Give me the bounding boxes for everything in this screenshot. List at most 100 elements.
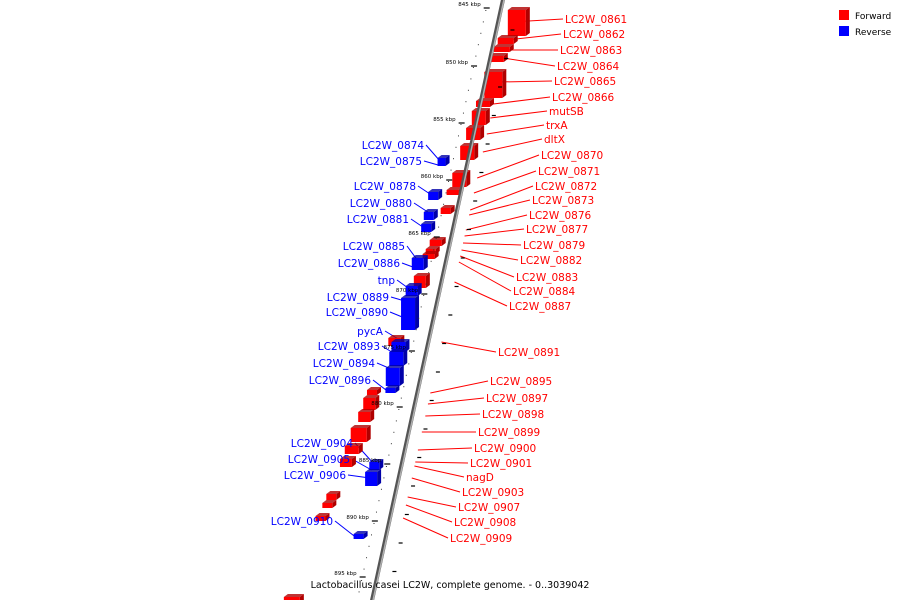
forward-gene-block xyxy=(489,53,508,62)
minor-tick xyxy=(425,283,427,285)
leader-line xyxy=(414,465,465,478)
kbp-tick-label: 875 kbp xyxy=(383,345,406,351)
forward-gene-block xyxy=(322,500,337,508)
minor-tick xyxy=(448,181,450,182)
minor-tick xyxy=(477,44,479,46)
reverse-gene-block xyxy=(423,209,438,220)
forward-gene-label: LC2W_0909 xyxy=(450,533,512,545)
forward-gene-label: LC2W_0882 xyxy=(520,255,582,267)
leader-line xyxy=(334,520,358,539)
leader-line xyxy=(463,242,522,246)
forward-gene-label: LC2W_0873 xyxy=(532,195,594,207)
forward-gene-label: LC2W_0883 xyxy=(516,272,578,284)
leader-line xyxy=(413,202,429,213)
forward-gene-block xyxy=(358,409,375,422)
reverse-gene-block xyxy=(365,469,382,486)
minor-tick xyxy=(450,169,452,171)
kbp-tick-label: 855 kbp xyxy=(433,117,456,123)
reverse-gene-label: LC2W_0874 xyxy=(362,140,425,152)
reverse-gene-label: LC2W_0893 xyxy=(318,341,380,353)
leader-line xyxy=(482,138,543,153)
minor-tick xyxy=(378,500,380,502)
minor-tick xyxy=(380,488,382,490)
forward-gene-label: LC2W_0891 xyxy=(498,347,560,359)
minor-tick xyxy=(455,146,457,148)
forward-gene-label: LC2W_0897 xyxy=(486,393,548,405)
minor-tick xyxy=(475,55,477,57)
minor-tick xyxy=(390,443,392,445)
minor-tick xyxy=(438,226,440,228)
minor-tick xyxy=(435,238,437,239)
forward-gene-label: LC2W_0865 xyxy=(554,76,616,88)
leader-line xyxy=(405,504,453,523)
reverse-gene-block xyxy=(428,189,443,200)
forward-gene-label: LC2W_0895 xyxy=(490,376,552,388)
minor-tick xyxy=(400,397,402,399)
forward-gene-block xyxy=(315,513,330,521)
reverse-gene-label: LC2W_0878 xyxy=(354,181,416,193)
minor-tick xyxy=(398,409,400,410)
kbp-ticks: 845 kbp 850 kbp 855 kbp 860 kbp 865 kbp 870 k… xyxy=(334,2,515,593)
forward-gene-block xyxy=(507,7,530,36)
reverse-gene-block xyxy=(353,531,368,539)
forward-gene-label: LC2W_0898 xyxy=(482,409,544,421)
leader-line xyxy=(425,144,440,161)
minor-tick xyxy=(420,306,422,308)
minor-tick xyxy=(415,329,417,331)
forward-gene-block xyxy=(339,456,356,467)
leader-line xyxy=(469,199,531,216)
minor-tick xyxy=(366,557,368,559)
reverse-gene-block xyxy=(385,365,404,386)
minor-tick xyxy=(462,112,464,114)
forward-gene-block xyxy=(493,44,514,52)
minor-tick xyxy=(440,215,442,217)
reverse-gene-block xyxy=(385,385,400,393)
reverse-gene-label: tnp xyxy=(378,275,396,287)
leader-line xyxy=(470,185,534,211)
forward-gene-block xyxy=(283,594,304,600)
forward-gene-label: LC2W_0908 xyxy=(454,517,516,529)
leader-line xyxy=(425,413,481,417)
genome-caption: Lactobacillus casei LC2W, complete genom… xyxy=(311,580,590,591)
legend-reverse-label: Reverse xyxy=(855,28,892,38)
legend-forward-swatch xyxy=(839,10,849,20)
reverse-gene-block xyxy=(437,155,450,166)
forward-gene-label: LC2W_0872 xyxy=(535,181,597,193)
kbp-tick-label: 860 kbp xyxy=(421,174,444,180)
leader-line xyxy=(458,261,512,292)
reverse-gene-label: LC2W_0885 xyxy=(343,241,405,253)
reverse-gene-label: LC2W_0889 xyxy=(327,292,389,304)
minor-tick xyxy=(371,534,373,536)
minor-tick xyxy=(460,124,462,125)
forward-gene-label: trxA xyxy=(546,120,568,132)
minor-tick xyxy=(405,374,407,376)
minor-tick xyxy=(375,511,377,513)
leader-line xyxy=(423,160,439,166)
minor-tick xyxy=(361,580,363,581)
minor-tick xyxy=(368,545,370,547)
leader-line xyxy=(486,124,545,135)
kbp-tick-label: 880 kbp xyxy=(371,401,394,407)
forward-gene-block xyxy=(429,237,446,246)
gene-labels: LC2W_0861 LC2W_0862 LC2W_0863 LC2W_0864 LC2W… xyxy=(271,14,627,545)
leader-line xyxy=(464,228,525,237)
forward-gene-label: LC2W_0864 xyxy=(557,61,620,73)
kbp-tick-label: 885 kbp xyxy=(359,458,382,464)
leader-line xyxy=(427,397,485,405)
forward-gene-label: LC2W_0876 xyxy=(529,210,592,222)
reverse-gene-block xyxy=(391,339,410,352)
minor-tick xyxy=(403,386,405,388)
forward-gene-label: LC2W_0862 xyxy=(563,29,625,41)
reverse-gene-label: LC2W_0886 xyxy=(338,258,401,270)
legend-reverse-swatch xyxy=(839,26,849,36)
minor-tick xyxy=(453,158,455,160)
minor-tick xyxy=(408,363,410,365)
minor-tick xyxy=(430,260,432,262)
forward-gene-block xyxy=(344,443,363,454)
forward-gene-label: LC2W_0900 xyxy=(474,443,536,455)
reverse-gene-label: pycA xyxy=(357,326,384,338)
minor-tick xyxy=(383,477,385,479)
minor-tick xyxy=(433,249,435,251)
forward-gene-label: nagD xyxy=(466,472,494,484)
kbp-tick-label: 865 kbp xyxy=(408,231,431,237)
